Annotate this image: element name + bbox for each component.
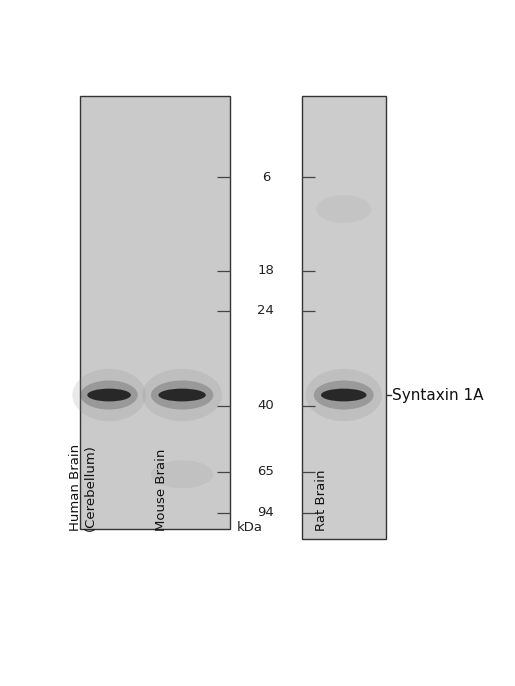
Ellipse shape	[314, 381, 374, 410]
Text: Mouse Brain: Mouse Brain	[155, 449, 168, 531]
Text: 6: 6	[262, 171, 270, 184]
Text: kDa: kDa	[237, 521, 263, 534]
Text: 94: 94	[258, 506, 274, 519]
Text: 65: 65	[258, 465, 274, 478]
Ellipse shape	[72, 369, 146, 421]
Ellipse shape	[159, 389, 206, 401]
Ellipse shape	[316, 195, 371, 223]
Ellipse shape	[80, 381, 138, 410]
Text: 18: 18	[258, 264, 274, 277]
Ellipse shape	[87, 389, 131, 401]
Ellipse shape	[151, 381, 213, 410]
Bar	[80, 95, 230, 529]
Text: 24: 24	[258, 304, 274, 317]
Text: 40: 40	[258, 399, 274, 412]
Ellipse shape	[142, 369, 222, 421]
Bar	[302, 95, 386, 539]
Ellipse shape	[305, 369, 382, 421]
Ellipse shape	[321, 389, 367, 401]
Text: Syntaxin 1A: Syntaxin 1A	[392, 388, 484, 403]
Ellipse shape	[151, 460, 213, 488]
Text: Rat Brain: Rat Brain	[315, 470, 328, 531]
Text: Human Brain
(Cerebellum): Human Brain (Cerebellum)	[69, 444, 97, 531]
